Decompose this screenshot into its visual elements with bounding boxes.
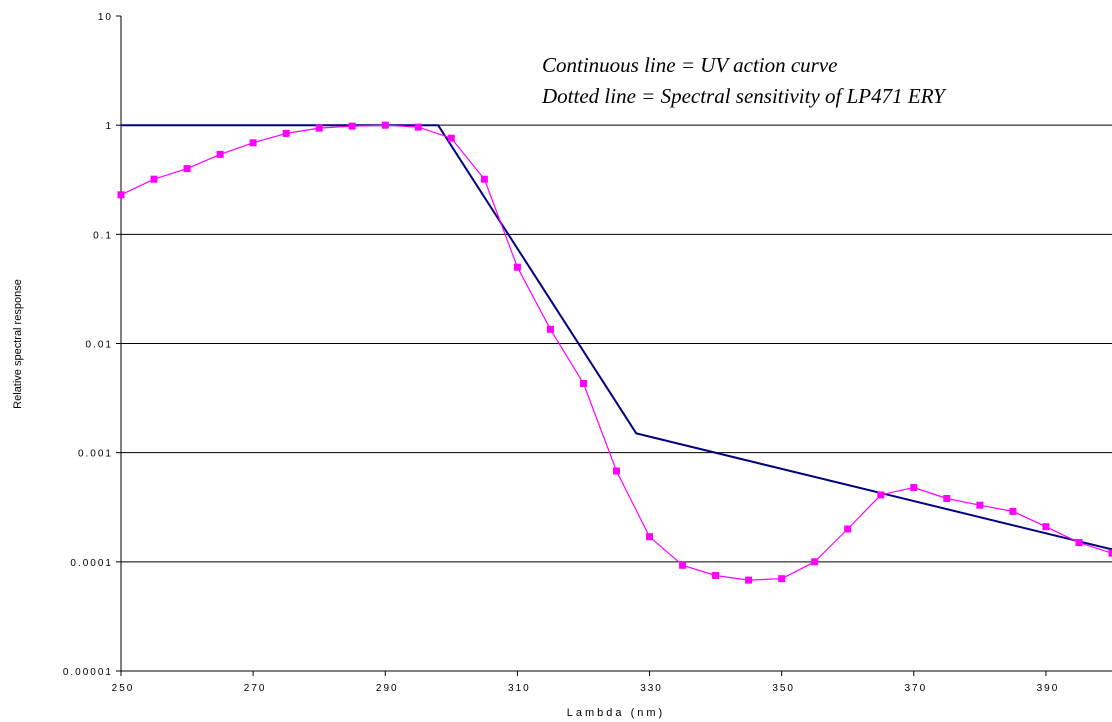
data-point-marker [348, 122, 356, 130]
x-tick-label: 390 [1037, 683, 1060, 694]
x-tick-label: 370 [904, 683, 927, 694]
lp471-ery-sensitivity-line [120, 124, 1112, 581]
data-point-marker [117, 191, 125, 199]
data-point-marker [1009, 507, 1017, 515]
y-tick-label: 0.001 [78, 449, 113, 460]
data-point-marker [712, 572, 720, 579]
data-point-marker [183, 165, 191, 173]
data-point-marker [546, 325, 554, 333]
data-point-marker [976, 501, 984, 509]
data-point-marker [249, 139, 257, 147]
x-tick-label: 270 [244, 683, 267, 694]
data-point-marker [844, 525, 852, 533]
data-point-marker [679, 561, 687, 569]
data-point-marker [811, 558, 819, 566]
data-point-marker [1042, 523, 1050, 531]
uv-action-curve-line [121, 124, 1112, 551]
y-tick-label: 10 [98, 12, 113, 23]
y-tick-labels: 10 1 0.1 0.01 0.001 0.0001 0.00001 [63, 12, 121, 678]
data-point-marker [1108, 549, 1112, 557]
y-tick-label: 1 [105, 121, 113, 132]
series-layer [117, 121, 1112, 584]
data-point-marker [150, 175, 158, 183]
y-tick-label: 0.1 [93, 230, 113, 241]
x-tick-label: 350 [772, 683, 795, 694]
x-tick-label: 250 [112, 683, 135, 694]
data-point-marker [216, 150, 224, 158]
data-point-marker [480, 175, 488, 183]
y-tick-label: 0.0001 [70, 558, 113, 569]
y-axis-title: Relative spectral response [12, 279, 24, 409]
x-tick-label: 290 [376, 683, 399, 694]
data-point-marker [910, 484, 918, 491]
x-tick-label: 330 [640, 683, 663, 694]
y-tick-label: 0.00001 [63, 667, 113, 678]
data-point-marker [646, 533, 653, 541]
data-point-marker [282, 129, 290, 137]
data-point-marker [580, 380, 587, 387]
data-point-marker [1075, 539, 1083, 547]
data-point-marker [513, 263, 521, 271]
data-point-marker [778, 575, 786, 583]
data-point-marker [315, 124, 323, 132]
y-tick-label: 0.01 [86, 340, 113, 351]
x-tick-labels: 250 270 290 310 330 350 370 390 [112, 671, 1060, 694]
data-point-marker [943, 495, 951, 502]
annotation-dotted-line: Dotted line = Spectral sensitivity of LP… [541, 84, 947, 108]
data-point-marker [877, 491, 885, 499]
data-point-marker [613, 467, 620, 475]
data-point-marker [414, 123, 422, 131]
x-axis-title: Lambda (nm) [567, 707, 665, 719]
data-point-marker [381, 121, 389, 129]
data-point-marker [447, 134, 455, 142]
data-point-marker [745, 576, 753, 584]
gridlines [121, 124, 1112, 563]
x-tick-label: 310 [508, 683, 531, 694]
annotation-continuous-line: Continuous line = UV action curve [542, 53, 838, 77]
